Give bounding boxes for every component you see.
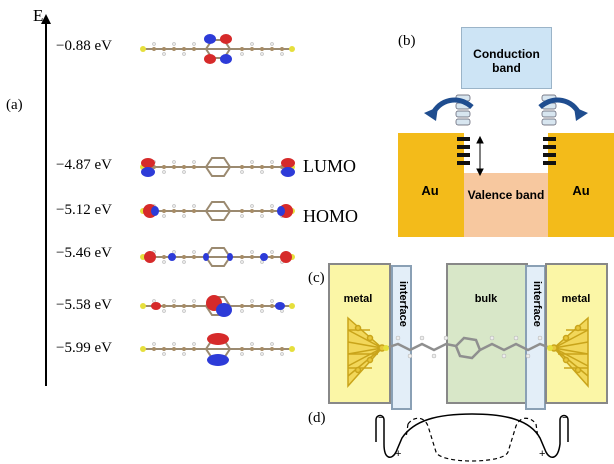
molecular-orbitals-figure <box>140 34 296 366</box>
sign-plus-right: + <box>539 448 546 460</box>
right-interface-states <box>541 94 557 126</box>
energy-axis <box>41 14 51 386</box>
lumo-label: LUMO <box>303 156 356 176</box>
panel-a-letter: (a) <box>6 97 23 113</box>
bulk-label: bulk <box>474 293 498 305</box>
homo-label: HOMO <box>303 206 359 226</box>
conduction-band-label: Conduction band <box>473 47 540 75</box>
right-metal-label: metal <box>561 293 591 305</box>
energy-level-label: −5.12 eV <box>56 202 112 218</box>
molecule-chain <box>383 335 553 360</box>
energy-level-label: −5.58 eV <box>56 297 112 313</box>
energy-level-label: −5.46 eV <box>56 245 112 261</box>
sign-plus-left: + <box>395 448 402 460</box>
panel-b-letter: (b) <box>398 33 416 49</box>
left-interface-states <box>455 94 471 126</box>
filled-interface-states <box>457 137 556 165</box>
left-au-label: Au <box>421 183 439 198</box>
right-gold-cluster <box>550 316 589 388</box>
energy-level-label: −5.99 eV <box>56 340 112 356</box>
panel-c-letter: (c) <box>308 270 325 286</box>
panel-d-letter: (d) <box>308 410 326 426</box>
right-au-label: Au <box>572 183 590 198</box>
junction-molecule <box>347 316 589 388</box>
sign-minus-right: − <box>562 412 569 424</box>
left-gold-cluster <box>347 316 386 388</box>
valence-band-label: Valence band <box>467 188 545 202</box>
left-interface-region <box>391 265 412 410</box>
energy-level-label: −0.88 eV <box>56 38 112 54</box>
left-electrode <box>398 133 464 237</box>
right-electrode <box>548 133 614 237</box>
band-diagram-overlay <box>424 94 588 177</box>
valence-band-box <box>464 173 548 237</box>
gap-arrow <box>476 135 484 177</box>
conduction-band-box <box>461 27 552 89</box>
left-metal-label: metal <box>343 293 373 305</box>
energy-level-label: −4.87 eV <box>56 157 112 173</box>
sign-minus-left: − <box>378 412 385 424</box>
energy-axis-label: E <box>33 6 44 25</box>
potential-profile <box>375 413 569 462</box>
